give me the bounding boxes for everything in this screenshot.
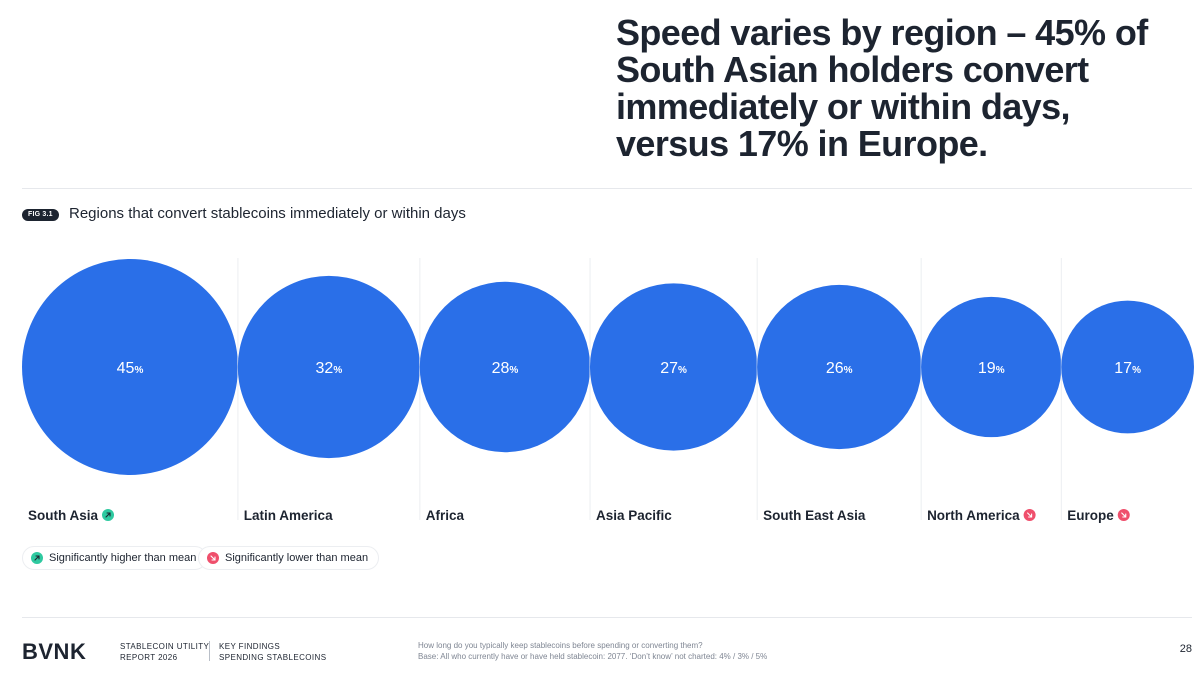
bubble-chart: 45% South Asia 32% Latin America 28% Africa 27… [22, 258, 1194, 523]
bubble-europe [1061, 300, 1194, 434]
value-number: 17 [1114, 360, 1132, 377]
bubble-south-east-asia [757, 284, 922, 450]
footnote-question: How long do you typically keep stablecoi… [418, 641, 703, 650]
category-label: South East Asia [763, 508, 866, 523]
divider [22, 188, 1192, 189]
page-number: 28 [1179, 643, 1192, 655]
footnote: How long do you typically keep stablecoi… [418, 640, 767, 662]
bubble-value-label: 19% [978, 360, 1005, 377]
headline: Speed varies by region – 45% of South As… [616, 14, 1176, 162]
value-unit: % [844, 365, 853, 376]
value-number: 28 [492, 360, 510, 377]
arrow-down-right-icon [207, 552, 219, 564]
bubble-value-label: 27% [660, 360, 687, 377]
category-label: Africa [426, 508, 465, 523]
arrow-down-right-icon [1023, 509, 1036, 521]
report-name-line: STABLECOIN UTILITY [120, 642, 210, 651]
footnote-base: Base: All who currently have or have hel… [418, 652, 768, 661]
legend-higher: Significantly higher than mean [22, 546, 208, 570]
category-label: Asia Pacific [596, 508, 672, 523]
value-number: 27 [660, 360, 678, 377]
bubble-asia-pacific [589, 283, 758, 451]
category-label: North America [927, 508, 1020, 523]
brand-logo: BVNK [22, 639, 87, 664]
category-label: Europe [1067, 508, 1114, 523]
section-name: KEY FINDINGS SPENDING STABLECOINS [219, 641, 326, 663]
legend-lower-label: Significantly lower than mean [225, 552, 369, 564]
report-name: STABLECOIN UTILITY REPORT 2026 [120, 641, 209, 663]
value-number: 26 [826, 360, 844, 377]
value-number: 32 [316, 360, 334, 377]
headline-line: versus 17% in Europe. [616, 123, 988, 164]
bubble-africa [419, 281, 591, 453]
bubble-value-label: 45% [117, 360, 144, 377]
footer-separator [209, 641, 210, 661]
value-number: 19 [978, 360, 996, 377]
category-label: South Asia [28, 508, 98, 523]
bubble-value-label: 28% [492, 360, 519, 377]
footer-divider [22, 617, 1192, 618]
bubble-latin-america [237, 275, 420, 459]
bubble-north-america [921, 296, 1062, 438]
arrow-up-right-icon [31, 552, 43, 564]
section-name-line: SPENDING STABLECOINS [219, 653, 327, 662]
bubble-south-asia [22, 259, 238, 475]
arrow-down-right-icon [1117, 509, 1130, 521]
category-label: Latin America [244, 508, 333, 523]
headline-line: Speed varies by region – 45% of [616, 12, 1148, 53]
report-name-line: REPORT 2026 [120, 653, 178, 662]
value-unit: % [134, 365, 143, 376]
value-unit: % [333, 365, 342, 376]
bubble-value-label: 26% [826, 360, 853, 377]
section-name-line: KEY FINDINGS [219, 642, 281, 651]
figure-title: Regions that convert stablecoins immedia… [69, 205, 466, 222]
value-unit: % [509, 365, 518, 376]
legend-lower: Significantly lower than mean [198, 546, 380, 570]
headline-line: South Asian holders convert [616, 49, 1089, 90]
bubble-value-label: 17% [1114, 360, 1141, 377]
arrow-up-right-icon [102, 509, 115, 521]
legend-higher-label: Significantly higher than mean [49, 552, 197, 564]
value-unit: % [678, 365, 687, 376]
figure-badge: FIG 3.1 [22, 209, 59, 221]
value-unit: % [1132, 365, 1141, 376]
value-number: 45 [117, 360, 135, 377]
bubble-value-label: 32% [316, 360, 343, 377]
headline-line: immediately or within days, [616, 86, 1071, 127]
value-unit: % [996, 365, 1005, 376]
